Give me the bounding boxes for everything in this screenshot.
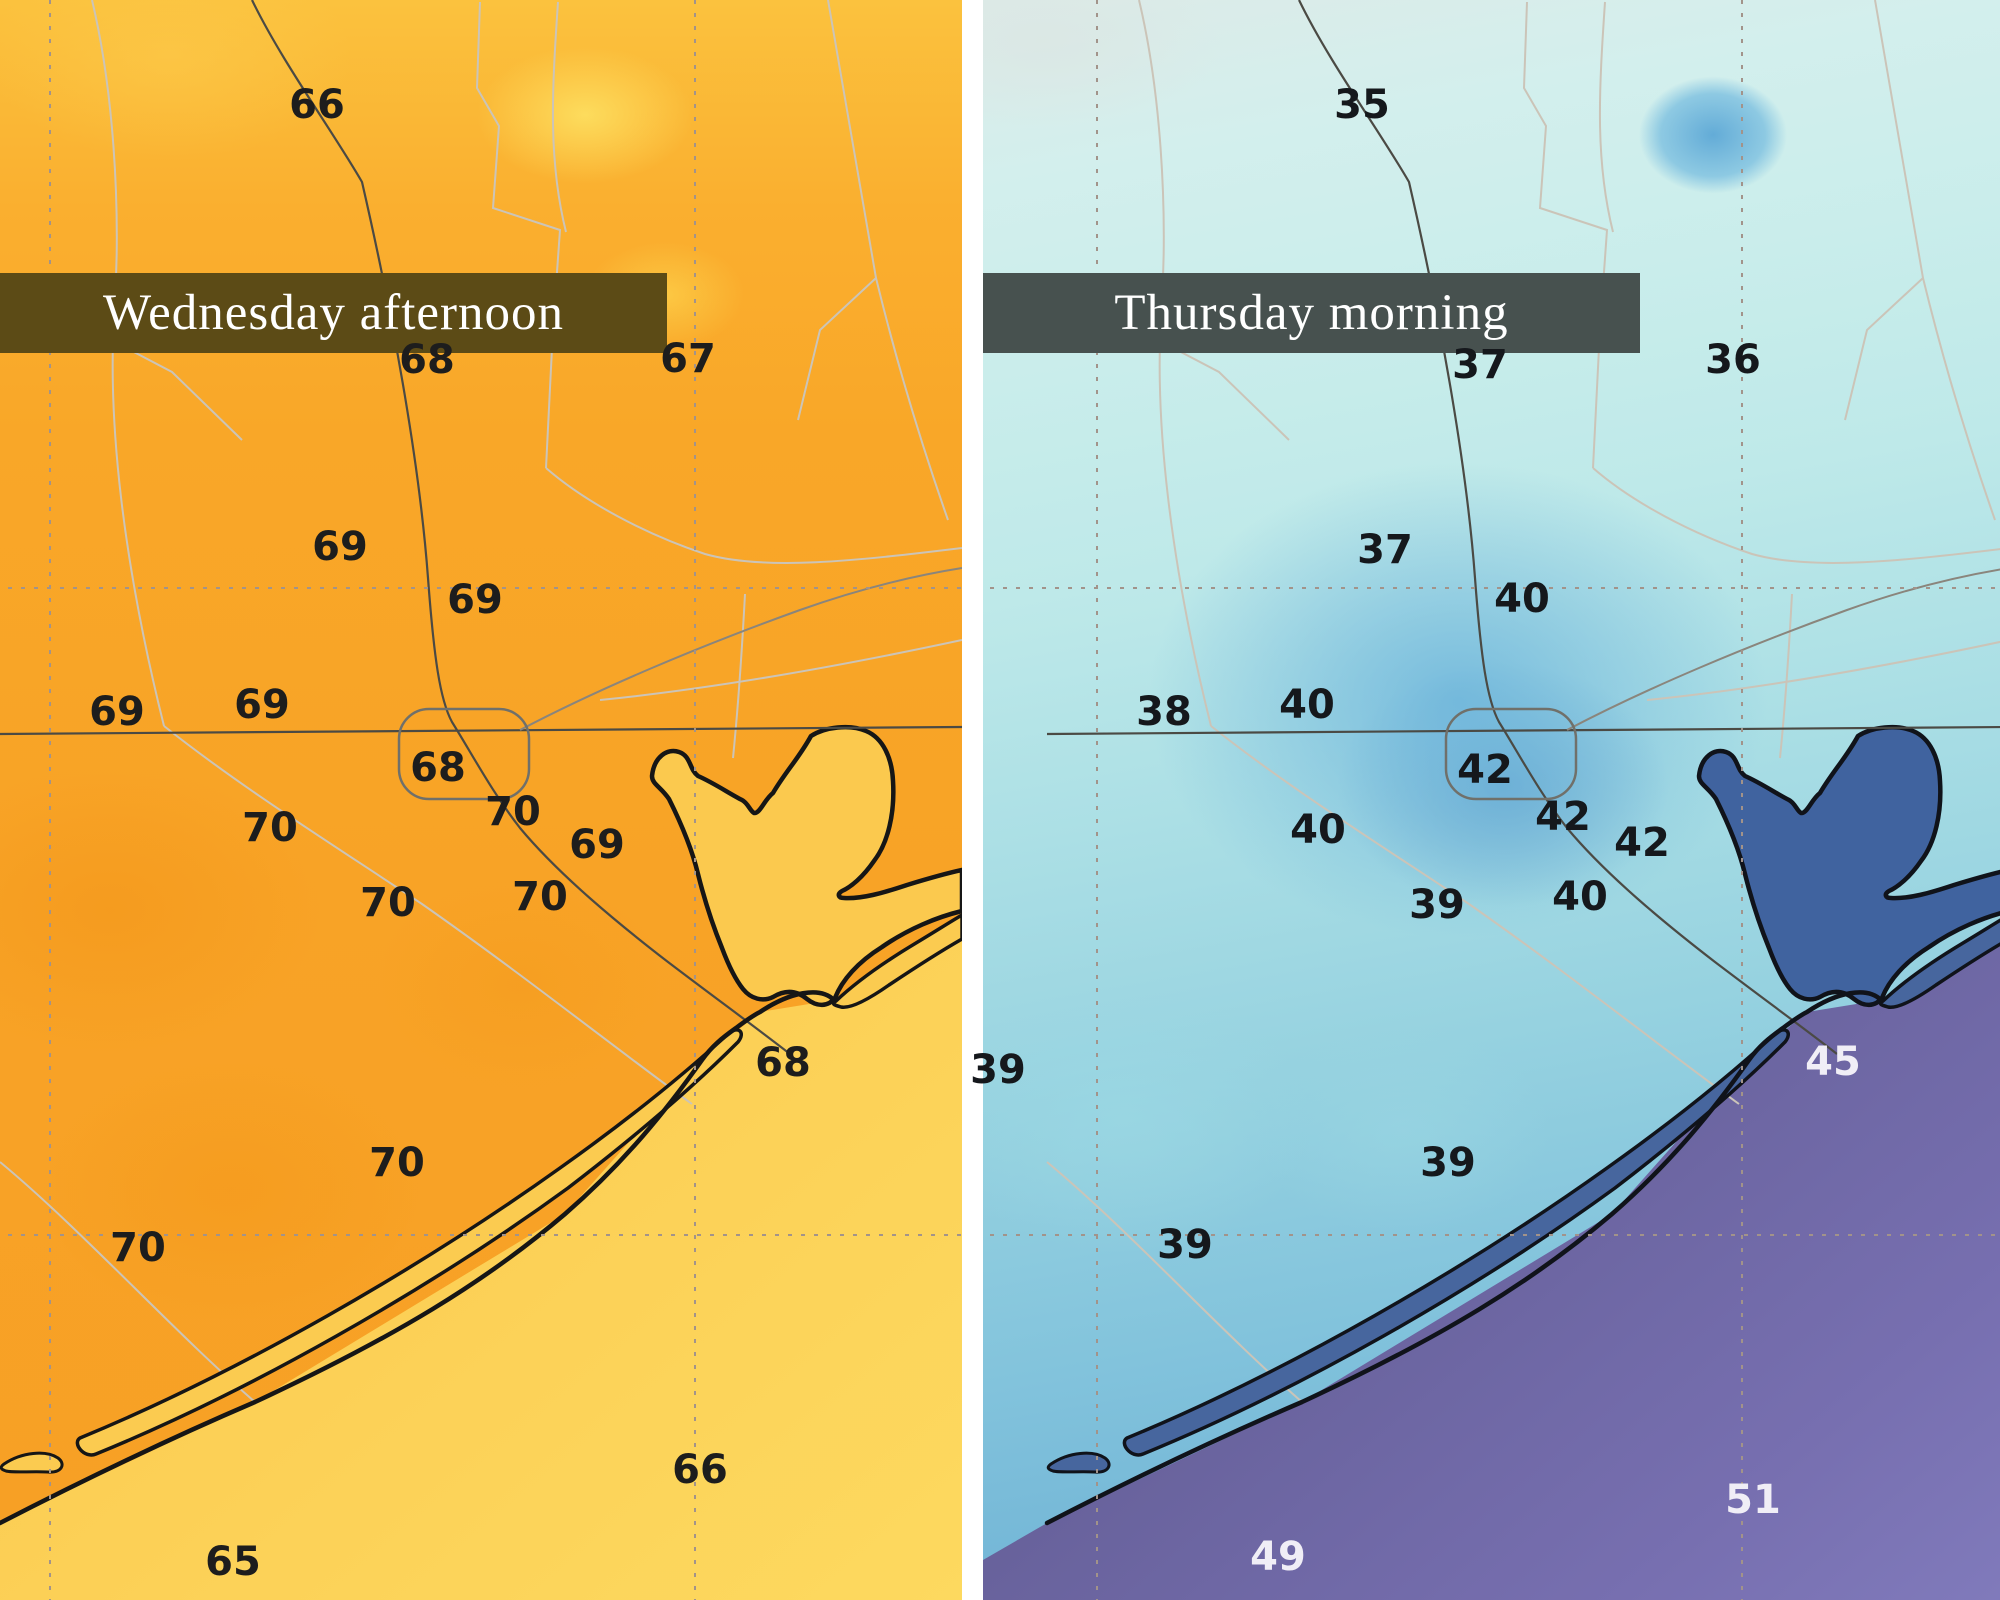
panel-title-banner: Thursday morning [983,273,1640,353]
panel-title-banner: Wednesday afternoon [0,273,667,353]
panel-wednesday-afternoon: Wednesday afternoon [0,0,962,1600]
map-geometry-right [983,0,2000,1600]
panel-title: Wednesday afternoon [103,285,564,341]
map-geometry-left [0,0,962,1600]
panel-title: Thursday morning [1114,285,1509,341]
panel-thursday-morning: Thursday morning [983,0,2000,1600]
